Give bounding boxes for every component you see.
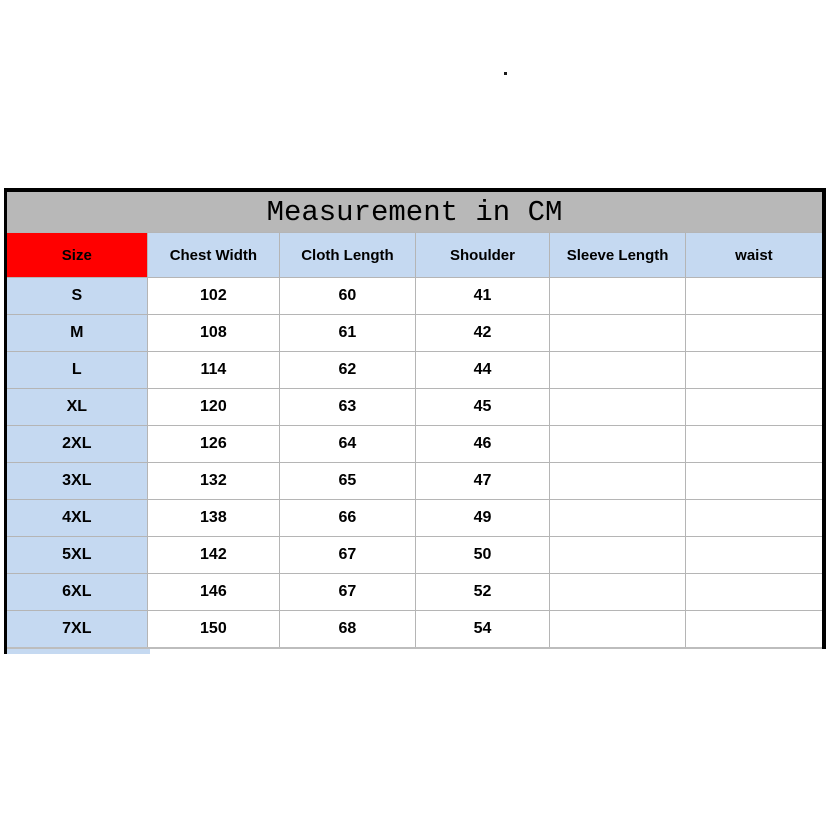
chest-width-cell: 102 [146,277,281,315]
chest-width-cell: 108 [146,314,281,352]
size-cell: S [5,277,148,315]
waist-cell [684,351,825,389]
shoulder-cell: 47 [414,462,551,500]
cloth-length-cell: 67 [279,536,416,574]
chest-width-cell: 132 [146,462,281,500]
column-header-waist: waist [684,232,825,278]
size-cell: 4XL [5,499,148,537]
table-row: 3XL 132 65 47 [5,462,825,500]
table-title: Measurement in CM [5,190,824,233]
sleeve-length-cell [549,351,686,389]
size-cell: 6XL [5,573,148,611]
column-header-shoulder: Shoulder [414,232,551,278]
shoulder-cell: 45 [414,388,551,426]
column-header-cloth-length: Cloth Length [279,232,416,278]
size-cell: XL [5,388,148,426]
table-row: 6XL 146 67 52 [5,573,825,611]
table-row: M 108 61 42 [5,314,825,352]
sleeve-length-cell [549,499,686,537]
table-body: S 102 60 41 M 108 61 42 L 114 62 44 XL 1… [5,277,825,649]
cloth-length-cell: 60 [279,277,416,315]
waist-cell [684,573,825,611]
waist-cell [684,536,825,574]
waist-cell [684,425,825,463]
table-row: 2XL 126 64 46 [5,425,825,463]
measurement-table-wrapper: Measurement in CM Size Chest Width Cloth… [4,188,826,654]
shoulder-cell: 50 [414,536,551,574]
shoulder-cell: 52 [414,573,551,611]
chest-width-cell: 120 [146,388,281,426]
table-row: 4XL 138 66 49 [5,499,825,537]
column-header-size: Size [5,232,148,278]
cloth-length-cell: 64 [279,425,416,463]
column-header-chest-width: Chest Width [146,232,281,278]
waist-cell [684,277,825,315]
shoulder-cell: 44 [414,351,551,389]
sleeve-length-cell [549,314,686,352]
shoulder-cell: 49 [414,499,551,537]
size-cell: M [5,314,148,352]
size-cell: 7XL [5,610,148,649]
cloth-length-cell: 63 [279,388,416,426]
table-title-row: Measurement in CM [5,190,824,233]
sleeve-length-cell [549,425,686,463]
sleeve-length-cell [549,610,686,649]
size-cell: L [5,351,148,389]
chest-width-cell: 142 [146,536,281,574]
table-row: 7XL 150 68 54 [5,610,825,649]
sleeve-length-cell [549,388,686,426]
waist-cell [684,314,825,352]
table-row: 5XL 142 67 50 [5,536,825,574]
waist-cell [684,499,825,537]
sleeve-length-cell [549,462,686,500]
table-header-row: Size Chest Width Cloth Length Shoulder S… [5,232,825,278]
shoulder-cell: 46 [414,425,551,463]
chest-width-cell: 138 [146,499,281,537]
table-row: S 102 60 41 [5,277,825,315]
stray-dot-mark [504,72,507,75]
chest-width-cell: 114 [146,351,281,389]
size-cell: 5XL [5,536,148,574]
shoulder-cell: 41 [414,277,551,315]
waist-cell [684,388,825,426]
cloth-length-cell: 66 [279,499,416,537]
cloth-length-cell: 62 [279,351,416,389]
shoulder-cell: 54 [414,610,551,649]
cloth-length-cell: 61 [279,314,416,352]
size-cell: 2XL [5,425,148,463]
chest-width-cell: 150 [146,610,281,649]
size-cell: 3XL [5,462,148,500]
shoulder-cell: 42 [414,314,551,352]
cloth-length-cell: 65 [279,462,416,500]
cloth-length-cell: 68 [279,610,416,649]
table-row: L 114 62 44 [5,351,825,389]
cloth-length-cell: 67 [279,573,416,611]
waist-cell [684,610,825,649]
clipped-row-remnant [4,649,150,654]
chest-width-cell: 146 [146,573,281,611]
waist-cell [684,462,825,500]
sleeve-length-cell [549,536,686,574]
sleeve-length-cell [549,573,686,611]
sleeve-length-cell [549,277,686,315]
column-header-sleeve-length: Sleeve Length [549,232,686,278]
measurement-table: Measurement in CM Size Chest Width Cloth… [4,188,826,649]
table-row: XL 120 63 45 [5,388,825,426]
chest-width-cell: 126 [146,425,281,463]
